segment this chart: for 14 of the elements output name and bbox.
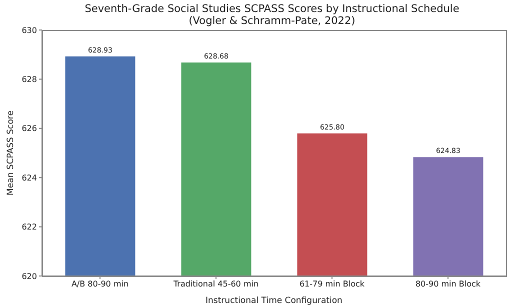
y-tick-label: 630 — [22, 26, 37, 35]
x-axis-title: Instructional Time Configuration — [206, 296, 342, 306]
x-tick-label: A/B 80-90 min — [71, 280, 129, 289]
y-tick-label: 626 — [22, 124, 37, 134]
chart-subtitle: (Vogler & Schramm-Pate, 2022) — [188, 15, 356, 27]
y-tick-label: 620 — [22, 272, 37, 281]
y-axis-title: Mean SCPASS Score — [6, 110, 16, 196]
x-tick-label: 80-90 min Block — [415, 280, 481, 289]
chart-title: Seventh-Grade Social Studies SCPASS Scores by Instructional Schedule — [84, 3, 460, 15]
x-tick-label: Traditional 45-60 min — [172, 280, 259, 289]
y-tick-label: 622 — [22, 222, 37, 232]
y-tick-label: 624 — [22, 173, 37, 182]
y-tick-label: 628 — [22, 75, 37, 84]
x-tick-label: 61-79 min Block — [299, 280, 365, 289]
